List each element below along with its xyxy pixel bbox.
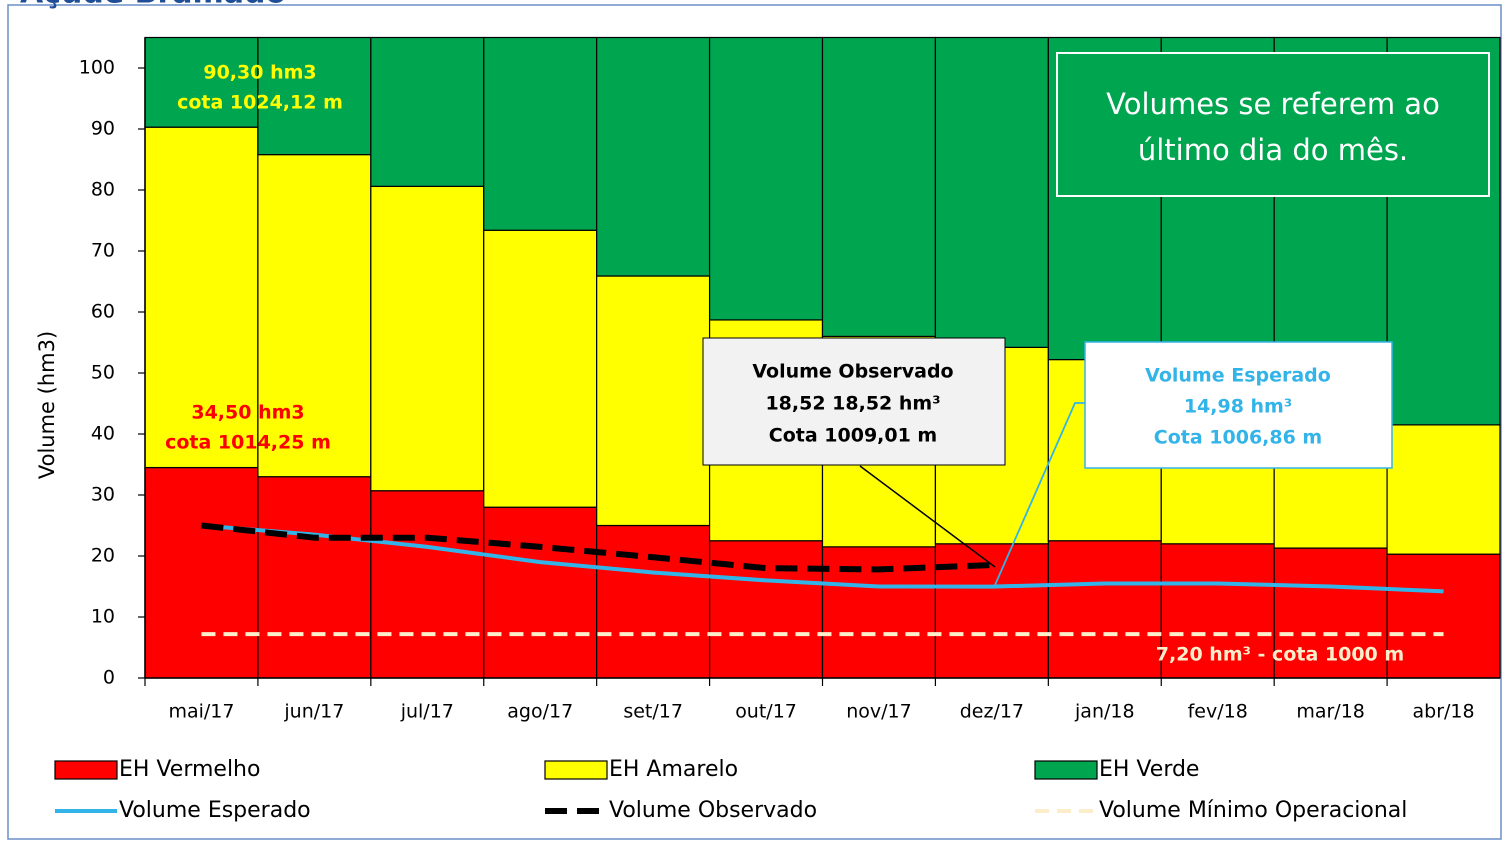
note-box <box>1056 52 1490 197</box>
bar-segment <box>257 36 372 156</box>
x-tick-label: mai/17 <box>168 701 234 723</box>
bar-segment <box>821 36 937 337</box>
y-tick-label: 40 <box>91 423 115 445</box>
callout-box <box>702 337 1006 466</box>
legend-label: EH Vermelho <box>119 757 260 782</box>
legend-swatch <box>544 760 608 780</box>
frame <box>7 4 1502 840</box>
annotation: Volumes se referem ao <box>1106 87 1440 121</box>
legend-label: Volume Esperado <box>119 798 311 823</box>
bar-segment <box>257 476 372 679</box>
bar-segment <box>483 506 598 679</box>
y-tick-label: 60 <box>91 301 115 323</box>
x-tick-label: out/17 <box>735 701 797 723</box>
x-tick-label: jan/18 <box>1074 701 1135 723</box>
y-tick-label: 80 <box>91 179 115 201</box>
legend-label: EH Verde <box>1099 757 1199 782</box>
x-tick-label: jun/17 <box>283 701 344 723</box>
y-tick-label: 70 <box>91 240 115 262</box>
callout <box>994 402 1085 586</box>
y-tick-label: 50 <box>91 362 115 384</box>
y-tick-label: 20 <box>91 545 115 567</box>
bar-segment <box>370 490 485 679</box>
bar-segment <box>708 540 824 679</box>
x-tick-label: abr/18 <box>1412 701 1474 723</box>
bar-segment <box>483 229 598 508</box>
bar-segment <box>257 154 372 478</box>
annotation: 14,98 hm³ <box>1184 396 1292 418</box>
x-tick-label: set/17 <box>623 701 683 723</box>
bar-segment <box>370 36 485 187</box>
bar-segment <box>144 466 259 679</box>
legend-label: Volume Mínimo Operacional <box>1099 798 1407 823</box>
bar-segment <box>1273 547 1388 679</box>
legend-swatch <box>54 760 118 780</box>
bar-segment <box>1386 424 1501 555</box>
annotation: cota 1024,12 m <box>177 92 343 114</box>
annotation: 34,50 hm3 <box>191 402 304 424</box>
annotation: 18,52 18,52 hm³ <box>765 393 940 415</box>
line-series <box>201 523 1444 594</box>
legend-swatch <box>1034 760 1098 780</box>
y-axis-label: Volume (hm3) <box>35 331 59 479</box>
bar-segment <box>144 36 259 128</box>
x-tick-label: jul/17 <box>400 701 454 723</box>
legend-label: Volume Observado <box>609 798 817 823</box>
annotation: último dia do mês. <box>1138 133 1408 167</box>
x-tick-label: fev/18 <box>1188 701 1248 723</box>
y-tick-label: 30 <box>91 484 115 506</box>
bar-segment <box>596 36 711 277</box>
chart-title: Açude Bramado <box>20 0 286 11</box>
annotation: cota 1014,25 m <box>165 432 331 454</box>
annotation: 90,30 hm3 <box>203 62 316 84</box>
bar-segment <box>370 185 485 492</box>
y-tick-label: 10 <box>91 606 115 628</box>
annotation: Volume Esperado <box>1145 365 1331 387</box>
callout-box <box>1084 341 1393 469</box>
annotation: 7,20 hm³ - cota 1000 m <box>1156 644 1404 666</box>
y-tick-label: 90 <box>91 118 115 140</box>
bar-segment <box>708 36 824 321</box>
x-tick-label: mar/18 <box>1296 701 1365 723</box>
x-tick-label: ago/17 <box>507 701 573 723</box>
x-tick-label: nov/17 <box>846 701 912 723</box>
annotation: Cota 1009,01 m <box>769 425 937 447</box>
x-tick-label: dez/17 <box>960 701 1024 723</box>
annotation: Volume Observado <box>752 361 953 383</box>
legend-label: EH Amarelo <box>609 757 738 782</box>
bar-segment <box>934 36 1049 348</box>
bar-segment <box>596 524 711 679</box>
y-tick-label: 0 <box>103 667 115 689</box>
bar-segment <box>1047 540 1162 679</box>
bar-segment <box>596 275 711 527</box>
y-tick-label: 100 <box>79 57 115 79</box>
bar-segment <box>483 36 598 231</box>
annotation: Cota 1006,86 m <box>1154 427 1322 449</box>
callout <box>859 465 996 568</box>
line-series <box>201 522 992 573</box>
bar-segment <box>144 126 259 469</box>
